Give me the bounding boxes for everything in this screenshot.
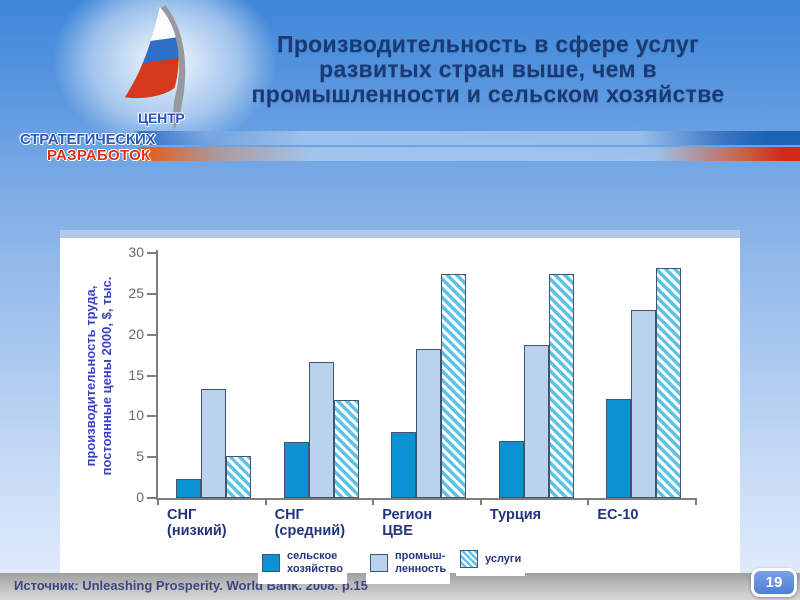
- y-tick: [147, 292, 156, 295]
- legend-label-services: услуги: [485, 552, 522, 565]
- logo-text-strategicheskih: СТРАТЕГИЧЕСКИХ: [20, 131, 156, 148]
- logo-sail-icon: [124, 5, 186, 131]
- y-tick: [147, 333, 156, 336]
- bar-agriculture-group4: [498, 440, 524, 498]
- x-tick: [479, 498, 482, 505]
- y-axis-line: [156, 250, 158, 500]
- bar-agriculture-group5: [606, 399, 632, 498]
- decor-stripe-red: [0, 147, 800, 161]
- legend-label-agriculture: сельское хозяйство: [287, 550, 343, 575]
- page-number-badge: 19: [751, 568, 797, 597]
- category-label: СНГ (средний): [274, 507, 346, 539]
- bar-agriculture-group2: [283, 441, 309, 498]
- legend-swatch-industry: [370, 554, 388, 572]
- legend-item-agriculture: сельское хозяйство: [258, 546, 347, 584]
- legend-swatch-agriculture: [262, 554, 280, 572]
- bar-industry-group1: [201, 388, 226, 498]
- x-axis-line: [156, 498, 696, 500]
- y-tick-label: 30: [128, 244, 144, 260]
- bar-services-group1: [226, 455, 251, 498]
- y-tick-label: 20: [128, 325, 144, 342]
- y-tick: [147, 374, 156, 377]
- x-tick: [695, 498, 697, 505]
- legend-swatch-services: [460, 550, 478, 568]
- x-tick: [372, 498, 375, 505]
- slide-title: Производительность в сфере услуг развиты…: [251, 31, 725, 107]
- legend-item-services: услуги: [456, 546, 526, 576]
- y-axis-title: производительность труда, постоянные цен…: [83, 276, 114, 476]
- x-tick: [157, 498, 159, 505]
- y-tick-label: 0: [136, 489, 144, 505]
- y-tick: [147, 456, 156, 459]
- bar-industry-group3: [416, 349, 442, 498]
- y-tick: [147, 497, 156, 499]
- bar-services-group3: [441, 274, 467, 498]
- bar-industry-group5: [631, 310, 657, 498]
- y-tick-label: 25: [128, 284, 144, 301]
- y-tick-label: 5: [136, 448, 144, 465]
- bar-industry-group2: [308, 361, 334, 498]
- y-tick: [147, 415, 156, 418]
- bar-agriculture-group1: [176, 479, 201, 498]
- bar-industry-group4: [523, 345, 549, 498]
- legend-label-industry: промыш- ленность: [395, 550, 447, 575]
- bar-services-group5: [656, 267, 682, 498]
- category-label: ЕС-10: [597, 507, 639, 523]
- category-label: Регион ЦВЕ: [382, 507, 433, 539]
- legend-item-industry: промыш- ленность: [366, 546, 451, 584]
- y-tick-label: 15: [128, 366, 144, 383]
- bar-services-group4: [548, 274, 574, 498]
- y-tick: [147, 252, 156, 254]
- logo-text-centr: ЦЕНТР: [138, 110, 185, 126]
- decor-stripe-blue: [0, 131, 800, 145]
- bar-agriculture-group3: [391, 431, 417, 498]
- x-tick: [587, 498, 590, 505]
- category-label: Турция: [489, 507, 542, 523]
- y-tick-label: 10: [128, 407, 144, 424]
- x-tick: [264, 498, 267, 505]
- category-label: СНГ (низкий): [167, 507, 227, 539]
- bar-services-group2: [333, 400, 359, 498]
- logo-text-razrabotok: РАЗРАБОТОК: [47, 147, 151, 164]
